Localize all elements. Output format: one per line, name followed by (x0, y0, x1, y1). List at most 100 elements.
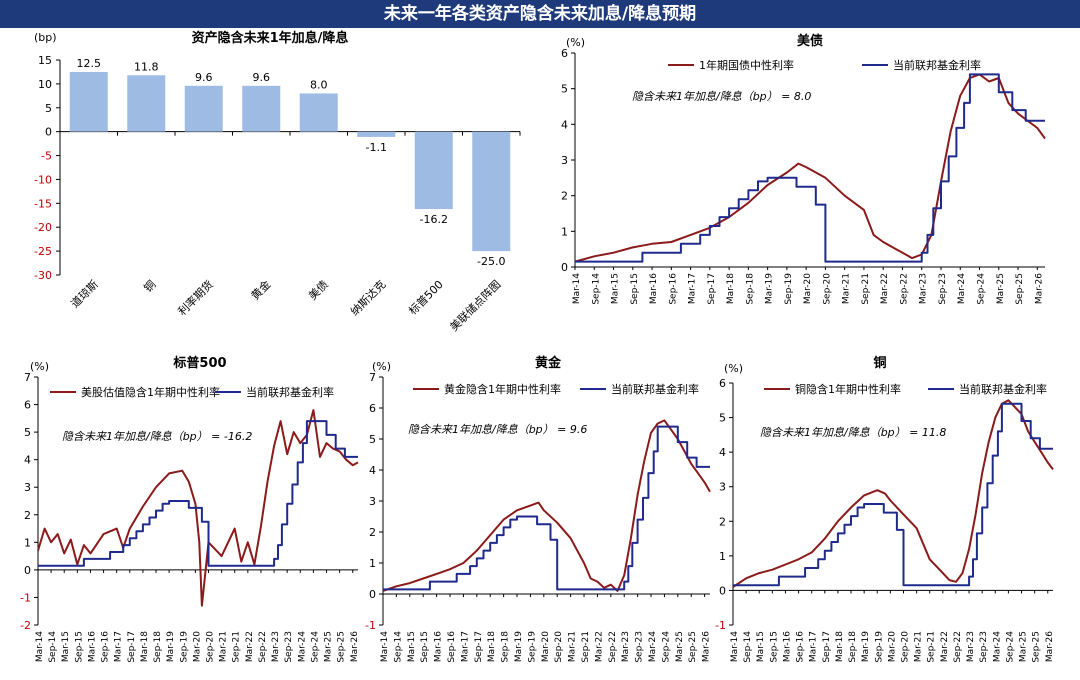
sp500-x-tick-label: Sep-17 (127, 631, 137, 663)
copper-legend-label: 当前联邦基金利率 (959, 382, 1047, 396)
gold-y-tick-label: 3 (369, 495, 376, 508)
bar-y-tick-label: -10 (34, 173, 52, 186)
sp500-x-tick-label: Sep-19 (179, 631, 189, 663)
copper-x-tick-label: Sep-20 (900, 631, 910, 663)
sp500-x-tick-label: Mar-19 (166, 631, 176, 662)
treasury-series-0 (574, 73, 1046, 263)
bar-category-label: 纳斯达克 (348, 278, 388, 318)
bar-y-tick-label: -25 (34, 245, 52, 258)
copper-y-tick-label: -1 (715, 619, 726, 632)
gold-y-tick-label: 1 (369, 557, 376, 570)
treasury-series-1 (575, 73, 1045, 263)
copper-y-tick-label: 3 (719, 481, 726, 494)
sp500-x-tick-label: Mar-20 (192, 631, 202, 662)
gold-legend-label: 当前联邦基金利率 (611, 382, 699, 396)
gold-x-tick-label: Mar-15 (407, 631, 417, 662)
gold-y-tick-label: 0 (369, 588, 376, 601)
treasury-x-tick-label: Mar-22 (880, 273, 890, 304)
sp500-x-tick-label: Sep-22 (258, 631, 268, 663)
treasury-x-tick-label: Mar-26 (1034, 273, 1044, 304)
bar-value-label: 8.0 (310, 78, 328, 91)
sp500-y-tick-label: -2 (20, 619, 31, 632)
gold-x-tick-label: Sep-24 (661, 631, 671, 663)
sp500-x-tick-label: Mar-14 (35, 631, 45, 662)
copper-x-tick-label: Mar-16 (782, 631, 792, 662)
gold-annotation: 隐含未来1年加息/降息（bp） = 9.6 (408, 423, 587, 436)
bar-0 (69, 71, 108, 132)
treasury-x-tick-label: Mar-16 (649, 273, 659, 304)
sp500-x-tick-label: Sep-25 (337, 631, 347, 663)
sp500-y-tick-label: -1 (20, 591, 31, 604)
copper-x-tick-label: Sep-25 (1032, 631, 1042, 663)
treasury-y-tick-label: 3 (561, 154, 568, 167)
gold-y-tick-label: -1 (365, 619, 376, 632)
bar-1 (127, 75, 166, 132)
copper-x-tick-label: Mar-24 (992, 631, 1002, 662)
copper-x-tick-label: Sep-21 (927, 631, 937, 663)
copper-y-tick-label: 2 (719, 515, 726, 528)
sp500-title: 标普500 (172, 355, 226, 371)
copper-x-tick-label: Mar-15 (756, 631, 766, 662)
bar-category-label: 标普500 (406, 277, 446, 317)
copper-x-tick-label: Sep-17 (822, 631, 832, 663)
gold-x-tick-label: Mar-17 (460, 631, 470, 662)
treasury-legend-label: 当前联邦基金利率 (893, 58, 981, 72)
treasury-x-tick-label: Sep-22 (899, 273, 909, 305)
sp500-x-tick-label: Mar-16 (87, 631, 97, 662)
bar-y-tick-label: -15 (34, 197, 52, 210)
bar-y-tick-label: -30 (34, 269, 52, 282)
bar-y-tick-label: 15 (38, 54, 52, 67)
bar-chart-title: 资产隐含未来1年加息/降息 (192, 30, 349, 46)
treasury-x-tick-label: Mar-24 (957, 273, 967, 304)
sp500-x-tick-label: Sep-24 (310, 631, 320, 663)
bar-value-label: 12.5 (77, 57, 102, 70)
copper-y-tick-label: 1 (719, 550, 726, 563)
gold-x-tick-label: Sep-22 (608, 631, 618, 663)
bar-5 (357, 131, 396, 137)
gold-y-tick-label: 7 (369, 371, 376, 384)
copper-x-tick-label: Sep-14 (743, 631, 753, 663)
treasury-x-tick-label: Sep-23 (938, 273, 948, 305)
copper-y-tick-label: 4 (719, 446, 726, 459)
sp500-y-tick-label: 1 (24, 536, 31, 549)
treasury-y-tick-label: 5 (561, 83, 568, 96)
sp500-x-tick-label: Sep-15 (74, 631, 84, 663)
copper-x-tick-label: Mar-26 (1045, 631, 1055, 662)
sp500-y-tick-label: 4 (24, 454, 31, 467)
sp500-x-tick-label: Sep-21 (232, 631, 242, 663)
treasury-x-tick-label: Sep-19 (784, 273, 794, 305)
treasury-x-tick-label: Mar-17 (688, 273, 698, 304)
sp500-x-tick-label: Sep-18 (153, 631, 163, 663)
gold-y-tick-label: 2 (369, 526, 376, 539)
sp500-annotation: 隐含未来1年加息/降息（bp） = -16.2 (62, 430, 252, 443)
copper-legend-label: 铜隐含1年期中性利率 (795, 382, 901, 396)
treasury-legend-label: 1年期国债中性利率 (699, 58, 794, 72)
sp500-x-tick-label: Mar-25 (324, 631, 334, 662)
bar-category-label: 道琼斯 (68, 277, 101, 310)
sp500-x-tick-label: Mar-17 (114, 631, 124, 662)
gold-x-tick-label: Mar-19 (514, 631, 524, 662)
treasury-title: 美债 (797, 33, 823, 49)
copper-x-tick-label: Mar-20 (887, 631, 897, 662)
copper-x-tick-label: Sep-22 (953, 631, 963, 663)
treasury-y-tick-label: 0 (561, 261, 568, 274)
treasury-x-tick-label: Mar-15 (611, 273, 621, 304)
copper-y-tick-label: 0 (719, 584, 726, 597)
treasury-x-tick-label: Mar-18 (726, 273, 736, 304)
bar-value-label: -16.2 (420, 213, 448, 226)
sp500-series-1 (38, 420, 358, 567)
treasury-x-tick-label: Mar-21 (842, 273, 852, 304)
sp500-x-tick-label: Sep-14 (48, 631, 58, 663)
treasury-y-tick-label: 4 (561, 118, 568, 131)
bar-value-label: -25.0 (477, 255, 505, 268)
gold-x-tick-label: Mar-20 (541, 631, 551, 662)
bar-y-tick-label: -20 (34, 221, 52, 234)
copper-x-tick-label: Mar-17 (809, 631, 819, 662)
gold-x-tick-label: Mar-14 (380, 631, 390, 662)
bar-value-label: 9.6 (253, 71, 271, 84)
copper-x-tick-label: Sep-19 (874, 631, 884, 663)
gold-x-tick-label: Sep-25 (688, 631, 698, 663)
treasury-x-tick-label: Sep-25 (1015, 273, 1025, 305)
gold-x-tick-label: Sep-14 (393, 631, 403, 663)
bar-category-label: 黄金 (248, 277, 273, 302)
